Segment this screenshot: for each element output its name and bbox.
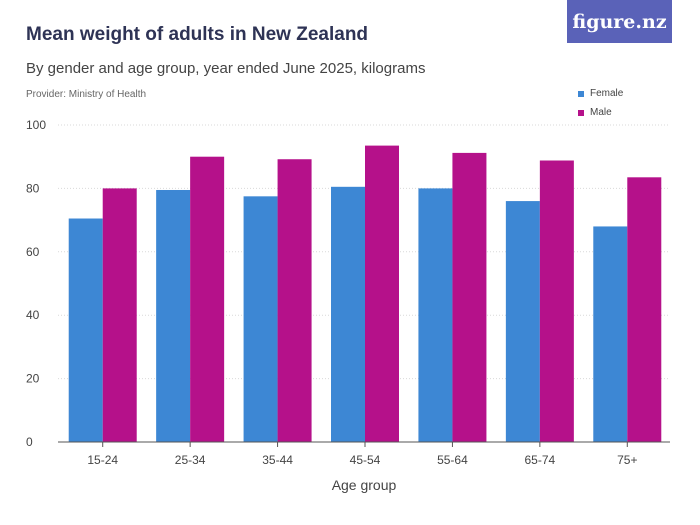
bar-male bbox=[539, 160, 574, 442]
bar-female bbox=[156, 189, 191, 442]
bar-male bbox=[102, 188, 137, 442]
x-tick-label: 65-74 bbox=[525, 453, 556, 467]
x-tick-label: 15-24 bbox=[87, 453, 118, 467]
bar-male bbox=[190, 156, 225, 442]
bar-female bbox=[243, 196, 278, 442]
legend-swatch-male bbox=[578, 109, 584, 116]
x-tick-label: 25-34 bbox=[175, 453, 206, 467]
y-tick-label: 20 bbox=[26, 372, 40, 386]
x-axis-title: Age group bbox=[332, 477, 397, 493]
chart-subtitle: By gender and age group, year ended June… bbox=[26, 60, 426, 77]
legend-item-female: Female bbox=[578, 84, 623, 103]
y-tick-label: 60 bbox=[26, 245, 40, 259]
bar-male bbox=[365, 145, 399, 443]
y-tick-label: 80 bbox=[26, 181, 40, 195]
bar-female bbox=[331, 186, 365, 442]
x-tick-label: 55-64 bbox=[437, 453, 468, 467]
legend: Female Male bbox=[578, 84, 623, 122]
x-tick-label: 35-44 bbox=[262, 453, 293, 467]
provider-note: Provider: Ministry of Health bbox=[26, 89, 147, 100]
y-tick-label: 0 bbox=[26, 435, 33, 449]
bar-female bbox=[68, 218, 103, 442]
x-tick-label: 75+ bbox=[617, 453, 637, 467]
x-tick-label: 45-54 bbox=[350, 453, 381, 467]
bar-male bbox=[627, 177, 662, 442]
bar-female bbox=[418, 188, 453, 442]
bar-male bbox=[452, 152, 487, 442]
legend-item-male: Male bbox=[578, 103, 623, 122]
legend-label-female: Female bbox=[590, 88, 624, 99]
figure-nz-logo[interactable]: figure.nz bbox=[567, 0, 672, 43]
chart-title: Mean weight of adults in New Zealand bbox=[26, 24, 369, 45]
legend-label-male: Male bbox=[590, 107, 612, 118]
y-tick-label: 40 bbox=[26, 308, 40, 322]
bar-male bbox=[277, 159, 312, 442]
legend-swatch-female bbox=[578, 90, 584, 97]
bar-female bbox=[593, 226, 628, 442]
y-tick-label: 100 bbox=[26, 118, 46, 132]
bar-female bbox=[505, 201, 540, 442]
